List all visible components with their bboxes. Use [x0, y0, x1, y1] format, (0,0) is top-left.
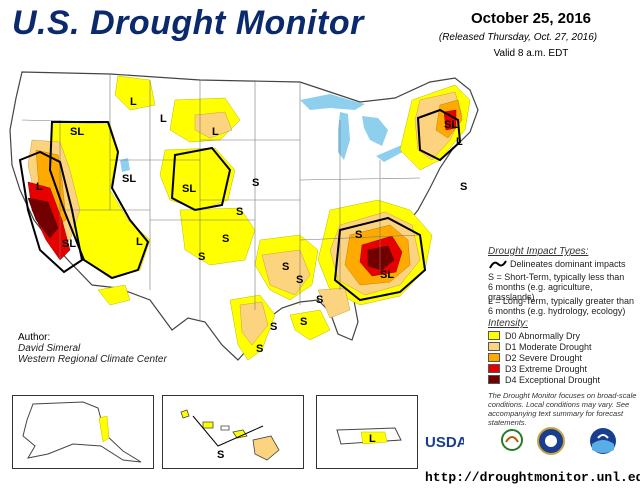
hawaii-inset: S — [162, 395, 304, 469]
great-salt-lake — [120, 158, 130, 172]
map-date: October 25, 2016 — [470, 10, 592, 27]
commerce-logo — [537, 427, 565, 455]
impact-long-term-1: L = Long-Term, typically greater than — [488, 296, 634, 306]
impact-delineates: Delineates dominant impacts — [510, 259, 626, 269]
author-name: David Simeral — [18, 343, 81, 354]
legend-item-d1: D1 Moderate Drought — [488, 341, 592, 352]
impact-label-s-1: S — [236, 206, 243, 218]
impact-label-s-2: S — [222, 233, 229, 245]
impact-label-l-dakota: L — [212, 126, 219, 138]
lake-huron — [362, 116, 388, 146]
impact-label-s-hawaii: S — [217, 449, 224, 461]
puerto-rico-map: L — [336, 427, 402, 445]
impact-label-l-northeast: L — [456, 136, 463, 148]
alaska-map — [22, 401, 142, 463]
impact-label-l-california: L — [36, 181, 43, 193]
website-link[interactable]: http://droughtmonitor.unl.edu/ — [425, 470, 640, 485]
puerto-rico-inset: L — [316, 395, 418, 469]
legend-swatch-d3 — [488, 364, 500, 373]
alaska-inset — [12, 395, 154, 469]
impact-label-s-7: S — [270, 321, 277, 333]
map-title: U.S. Drought Monitor — [12, 4, 364, 42]
legend-swatch-d4 — [488, 375, 500, 384]
legend-label-d2: D2 Severe Drought — [505, 352, 583, 363]
legend-label-d1: D1 Moderate Drought — [505, 341, 592, 352]
legend-label-d0: D0 Abnormally Dry — [505, 330, 581, 341]
legend-swatch-d0 — [488, 331, 500, 340]
impact-legend-title: Drought Impact Types: — [488, 246, 589, 257]
svg-text:USDA: USDA — [425, 434, 464, 451]
impact-label-sl-colorado: SL — [182, 183, 196, 195]
impact-label-s-3: S — [198, 251, 205, 263]
d4-areas — [27, 197, 395, 271]
impact-label-s-11: S — [460, 181, 467, 193]
impact-label-s-6: S — [316, 294, 323, 306]
impact-label-l-montana: L — [130, 96, 137, 108]
impact-label-s-9: S — [300, 316, 307, 328]
conus-drought-map: SL L L L SL SL S L SL L S S S S S S S S … — [9, 71, 479, 361]
impact-label-s-5: S — [296, 274, 303, 286]
legend-swatch-d2 — [488, 353, 500, 362]
legend-item-d2: D2 Severe Drought — [488, 352, 582, 363]
noaa-logo — [590, 428, 616, 454]
impact-line-icon — [489, 260, 507, 269]
impact-label-s-4: S — [282, 261, 289, 273]
hawaii-map: S — [180, 409, 280, 461]
usda-logo: USDA — [425, 434, 464, 451]
legend-swatch-d1 — [488, 342, 500, 351]
author-org: Western Regional Climate Center — [18, 354, 167, 365]
impact-label-sl-nevada: SL — [122, 173, 136, 185]
impact-short-term-1: S = Short-Term, typically less than — [488, 272, 625, 282]
release-date: (Released Thursday, Oct. 27, 2016) — [438, 32, 598, 43]
impact-label-sl-northwest: SL — [70, 126, 84, 138]
legend-item-d3: D3 Extreme Drought — [488, 363, 587, 374]
impact-label-s-8: S — [256, 343, 263, 355]
impact-short-term-2: 6 months (e.g. agriculture, grasslands) — [488, 282, 593, 302]
legend-item-d4: D4 Exceptional Drought — [488, 374, 600, 385]
legend-item-d0: D0 Abnormally Dry — [488, 330, 580, 341]
ndmc-logo — [501, 429, 523, 451]
footnote: The Drought Monitor focuses on broad-sca… — [488, 391, 637, 427]
intensity-legend-title: Intensity: — [488, 318, 529, 329]
impact-label-l-north: L — [160, 113, 167, 125]
impact-label-s-10: S — [355, 229, 362, 241]
impact-label-s-kansas: S — [252, 177, 259, 189]
legend-label-d3: D3 Extreme Drought — [505, 363, 588, 374]
legend-label-d4: D4 Exceptional Drought — [505, 374, 601, 385]
impact-label-sl-southeast: SL — [380, 269, 394, 281]
impact-label-sl-northeast: SL — [444, 119, 458, 131]
impact-labels: SL L L L SL SL S L SL L S S S S S S S S … — [36, 96, 467, 355]
lake-superior — [300, 94, 365, 110]
impact-lines — [18, 108, 462, 302]
impact-label-sl-socal: SL — [62, 238, 76, 250]
lake-michigan — [338, 112, 350, 160]
impact-label-l-puerto-rico: L — [369, 433, 376, 445]
impact-label-l-arizona: L — [136, 236, 143, 248]
valid-time: Valid 8 a.m. EDT — [493, 48, 569, 59]
author-label: Author: — [18, 332, 51, 343]
impact-long-term-2: 6 months (e.g. hydrology, ecology) — [488, 306, 626, 316]
